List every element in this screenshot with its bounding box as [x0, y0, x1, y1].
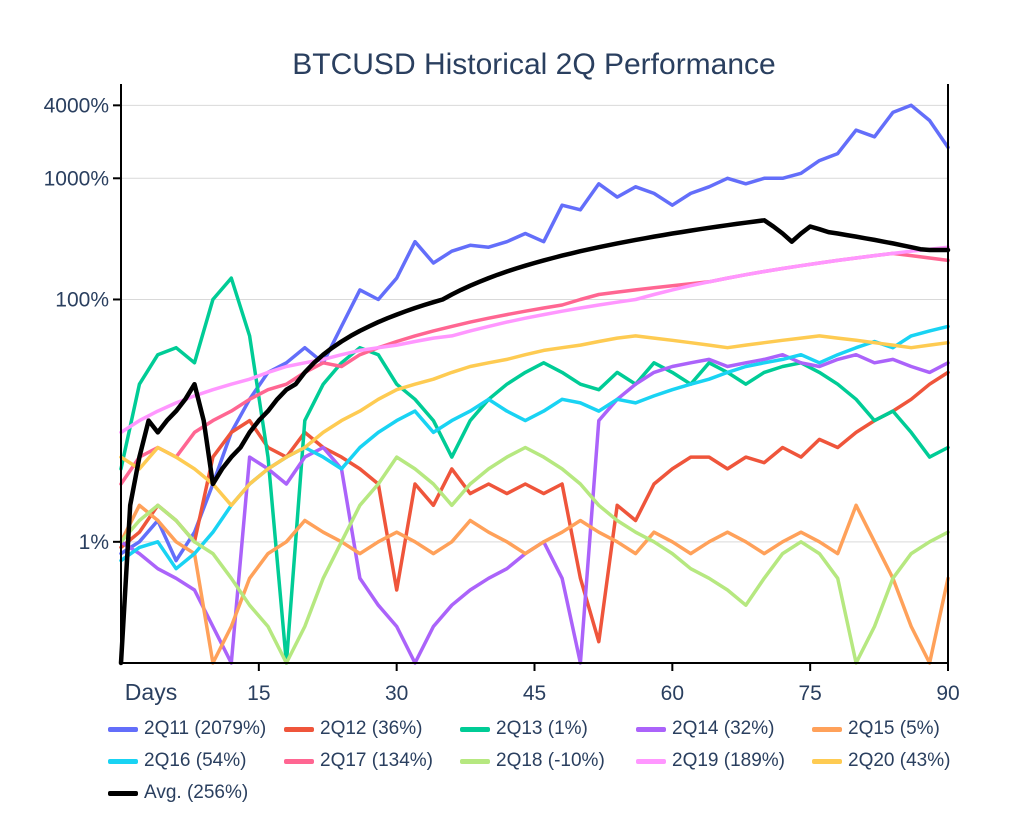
legend-item[interactable]: 2Q12 (36%) [278, 716, 454, 742]
series-line [119, 445, 950, 665]
x-tick-label: 75 [798, 682, 821, 705]
legend-item[interactable]: 2Q18 (-10%) [454, 748, 630, 774]
legend-item[interactable]: 2Q17 (134%) [278, 748, 454, 774]
y-ticks: 1% 100% 1000% 4000% [44, 94, 121, 554]
y-tick-label: 4000% [44, 94, 109, 117]
legend-item[interactable]: 2Q20 (43%) [806, 748, 982, 774]
legend-label: 2Q17 (134%) [320, 750, 434, 771]
y-tick-label: 1000% [44, 167, 109, 190]
legend-label: Avg. (256%) [144, 782, 249, 803]
legend: 2Q11 (2079%) 2Q12 (36%) 2Q13 (1%) 2Q14 (32%… [102, 716, 982, 806]
legend-swatch [460, 758, 490, 764]
series-line [119, 245, 950, 435]
x-ticks: 15 30 45 60 75 90 [247, 663, 960, 705]
series-line [119, 276, 950, 665]
x-tick-label: 15 [247, 682, 270, 705]
legend-swatch [812, 726, 842, 732]
legend-item[interactable]: Avg. (256%) [102, 780, 278, 806]
y-tick-label: 100% [55, 288, 109, 311]
legend-swatch [460, 726, 490, 732]
legend-item[interactable]: 2Q19 (189%) [630, 748, 806, 774]
legend-item[interactable]: 2Q14 (32%) [630, 716, 806, 742]
legend-swatch [284, 726, 314, 732]
x-tick-label: 90 [936, 682, 959, 705]
legend-label: 2Q18 (-10%) [496, 750, 605, 771]
legend-label: 2Q14 (32%) [672, 718, 775, 739]
series-layer [118, 103, 951, 666]
x-tick-label: 30 [385, 682, 408, 705]
x-tick-label: 60 [661, 682, 684, 705]
legend-item[interactable]: 2Q13 (1%) [454, 716, 630, 742]
legend-swatch [812, 758, 842, 764]
legend-swatch [108, 758, 138, 764]
legend-swatch [108, 726, 138, 732]
series-line [119, 324, 950, 571]
chart-title: BTCUSD Historical 2Q Performance [292, 48, 775, 81]
legend-label: 2Q19 (189%) [672, 750, 786, 771]
legend-swatch [108, 790, 138, 796]
legend-label: 2Q20 (43%) [848, 750, 951, 771]
legend-item[interactable]: 2Q11 (2079%) [102, 716, 278, 742]
series-line [118, 218, 951, 666]
legend-swatch [636, 726, 666, 732]
legend-item[interactable]: 2Q15 (5%) [806, 716, 982, 742]
series-line [119, 503, 950, 665]
x-axis-label: Days [125, 679, 177, 705]
x-tick-label: 45 [523, 682, 546, 705]
legend-label: 2Q12 (36%) [320, 718, 423, 739]
series-line [119, 334, 950, 508]
series-line [119, 370, 950, 644]
legend-swatch [636, 758, 666, 764]
legend-label: 2Q16 (54%) [144, 750, 247, 771]
gridlines [121, 104, 948, 543]
legend-label: 2Q11 (2079%) [144, 718, 267, 739]
legend-label: 2Q13 (1%) [496, 718, 588, 739]
legend-label: 2Q15 (5%) [848, 718, 940, 739]
legend-swatch [284, 758, 314, 764]
y-tick-label: 1% [79, 531, 109, 554]
legend-item[interactable]: 2Q16 (54%) [102, 748, 278, 774]
